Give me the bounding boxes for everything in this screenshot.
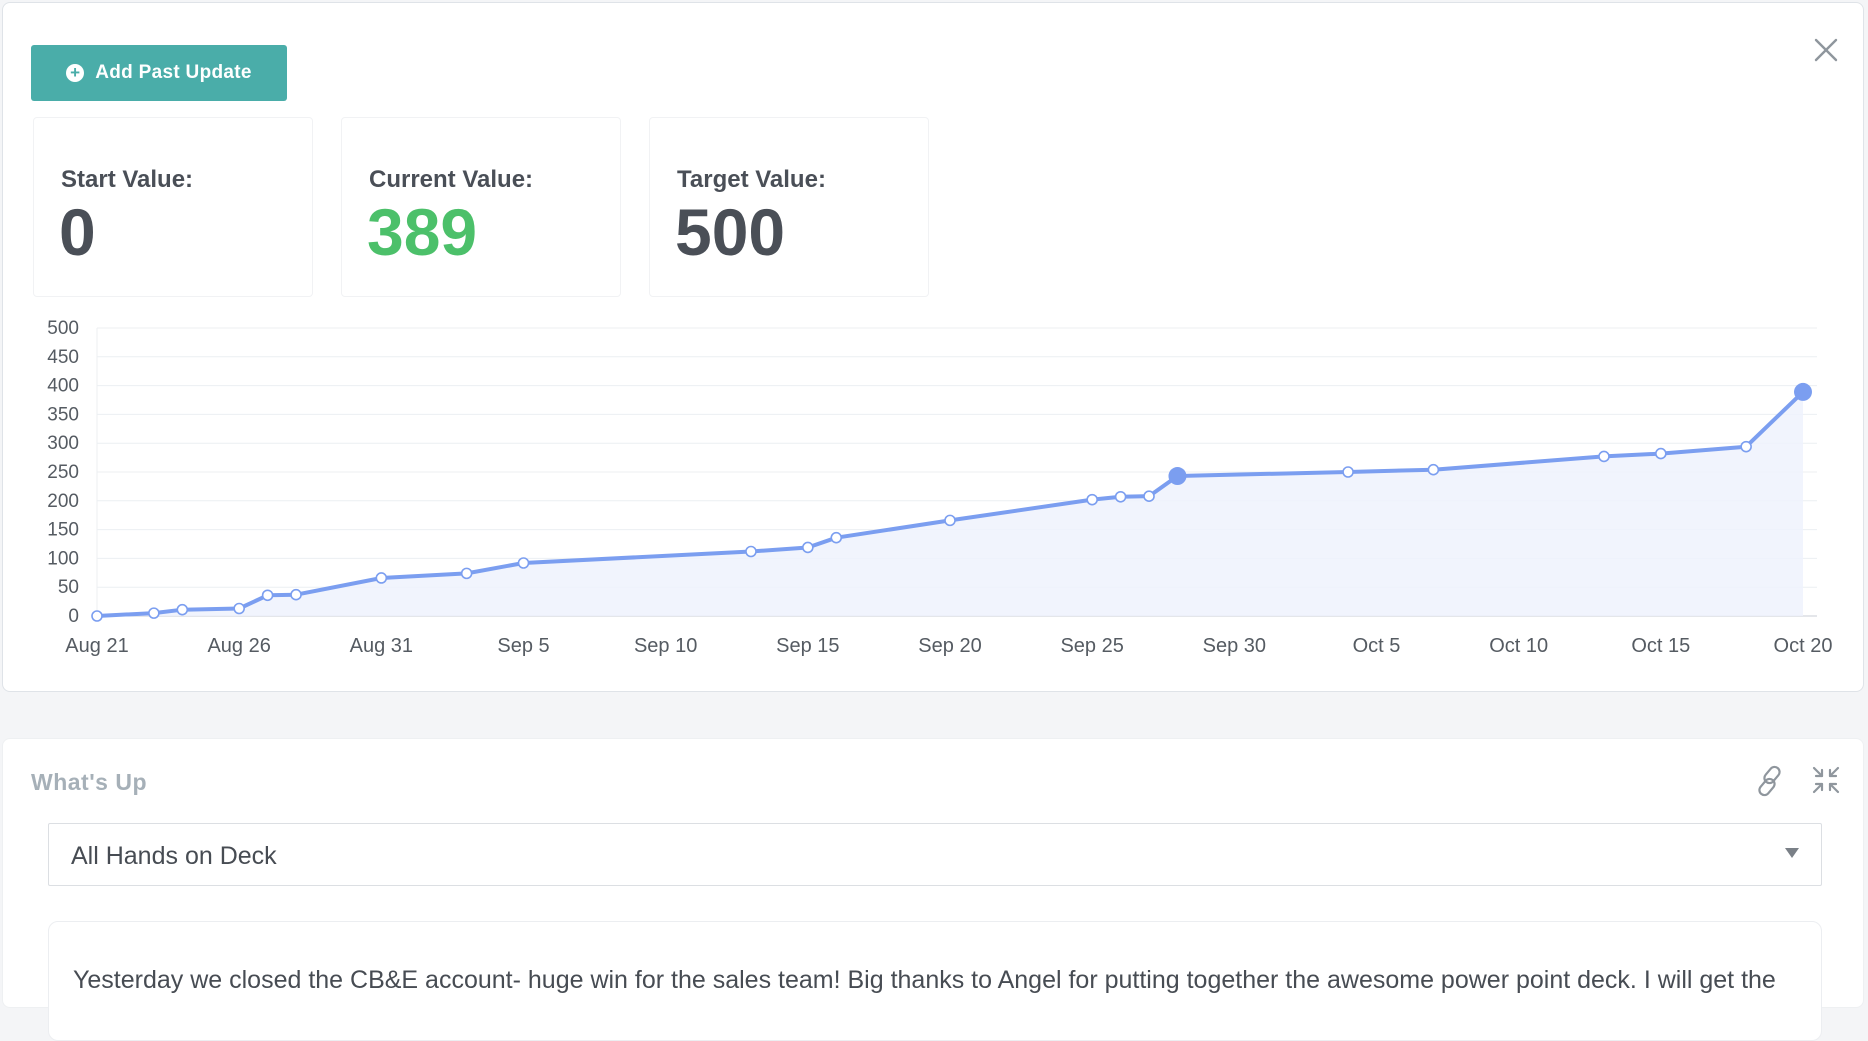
collapse-icon[interactable]	[1811, 765, 1841, 795]
y-tick-label: 500	[47, 318, 79, 339]
whats-up-panel: What's Up All Hands on Deck Yesterday we…	[2, 738, 1864, 1041]
progress-chart: 0 50 100 150 200 250 300 350 400 450 500 Aug 21 Aug …	[47, 318, 1833, 657]
link-icon[interactable]	[1753, 763, 1787, 799]
x-tick-label: Sep 5	[497, 635, 549, 657]
data-point	[176, 603, 189, 616]
data-point	[944, 514, 956, 527]
update-text: Yesterday we closed the CB&E account- hu…	[73, 966, 1776, 994]
plus-circle-icon: +	[66, 64, 85, 82]
data-point	[91, 610, 103, 622]
y-tick-label: 250	[47, 462, 79, 483]
y-tick-label: 350	[47, 404, 79, 425]
target-value: 500	[675, 195, 786, 269]
x-tick-label: Aug 21	[65, 635, 128, 657]
x-tick-label: Oct 20	[1774, 635, 1833, 657]
x-tick-label: Sep 30	[1203, 635, 1266, 657]
y-tick-label: 0	[68, 606, 79, 627]
series-area	[97, 391, 1803, 616]
status-select[interactable]: All Hands on Deck	[48, 823, 1822, 886]
data-point	[517, 557, 530, 569]
data-point	[802, 541, 814, 554]
data-point	[1114, 490, 1127, 503]
data-point-highlight	[1794, 382, 1812, 401]
data-point	[1655, 447, 1667, 460]
y-tick-label: 150	[47, 520, 79, 541]
data-point	[1598, 450, 1610, 463]
data-point	[460, 567, 473, 580]
data-point	[148, 607, 160, 619]
data-point	[1086, 493, 1098, 506]
x-tick-label: Sep 20	[918, 635, 981, 657]
x-tick-label: Aug 31	[350, 635, 413, 657]
data-point	[1342, 466, 1354, 478]
data-point	[745, 545, 757, 558]
start-value-label: Start Value:	[61, 166, 194, 193]
x-tick-label: Sep 10	[634, 635, 697, 657]
y-tick-label: 50	[58, 577, 79, 598]
target-value-label: Target Value:	[677, 166, 826, 193]
x-tick-label: Sep 25	[1060, 635, 1123, 657]
data-point	[261, 589, 274, 602]
current-value-label: Current Value:	[369, 166, 534, 193]
update-text-editor[interactable]: Yesterday we closed the CB&E account- hu…	[48, 921, 1822, 1041]
progress-panel: + Add Past Update Start Value: 0 Current…	[2, 2, 1864, 692]
data-point	[830, 531, 843, 544]
data-point	[375, 572, 388, 584]
data-point	[290, 588, 302, 601]
y-tick-label: 100	[47, 548, 79, 569]
current-value-card: Current Value: 389	[341, 117, 621, 297]
close-icon[interactable]	[1813, 37, 1839, 63]
x-tick-label: Oct 5	[1353, 635, 1401, 657]
start-value: 0	[59, 195, 96, 269]
y-tick-label: 450	[47, 347, 79, 368]
x-tick-label: Aug 26	[207, 635, 270, 657]
data-point-highlight	[1168, 467, 1187, 486]
x-tick-label: Oct 15	[1631, 635, 1690, 657]
y-tick-label: 400	[47, 376, 79, 397]
start-value-card: Start Value: 0	[33, 117, 313, 297]
x-tick-label: Sep 15	[776, 635, 839, 657]
add-past-update-label: Add Past Update	[95, 62, 252, 83]
data-point	[233, 602, 245, 615]
data-point	[1427, 463, 1440, 476]
y-tick-label: 200	[47, 491, 79, 512]
chevron-down-icon	[1785, 848, 1799, 858]
status-select-value: All Hands on Deck	[71, 842, 277, 870]
x-tick-label: Oct 10	[1489, 635, 1548, 657]
add-past-update-button[interactable]: + Add Past Update	[31, 45, 287, 101]
target-value-card: Target Value: 500	[649, 117, 929, 297]
y-tick-label: 300	[47, 433, 79, 454]
data-point	[1143, 490, 1155, 502]
whats-up-title: What's Up	[31, 769, 148, 795]
current-value: 389	[367, 195, 478, 269]
data-point	[1740, 440, 1752, 453]
